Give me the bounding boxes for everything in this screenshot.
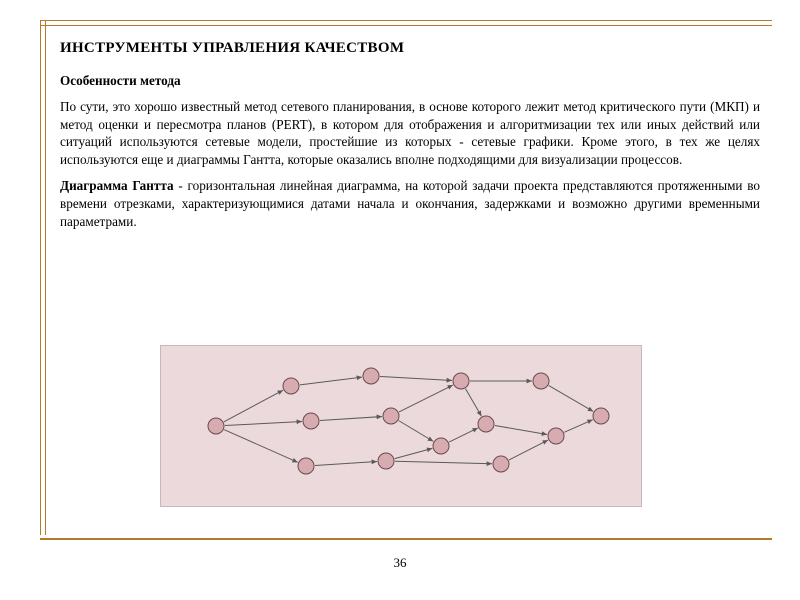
edge (315, 462, 377, 466)
node (433, 438, 449, 454)
edge (549, 386, 593, 412)
edge (224, 390, 283, 422)
body-text: Особенности метода По сути, это хорошо и… (60, 72, 760, 239)
edge (466, 389, 482, 416)
edge (320, 417, 382, 421)
node (363, 368, 379, 384)
paragraph-1: По сути, это хорошо известный метод сете… (60, 98, 760, 169)
node (303, 413, 319, 429)
edge (564, 420, 593, 433)
rule-left (40, 20, 46, 535)
node (298, 458, 314, 474)
page-title: ИНСТРУМЕНТЫ УПРАВЛЕНИЯ КАЧЕСТВОМ (60, 40, 404, 57)
edge (395, 448, 433, 458)
edge (224, 430, 298, 463)
node (493, 456, 509, 472)
edge (449, 428, 478, 442)
subtitle: Особенности метода (60, 72, 760, 90)
node (383, 408, 399, 424)
edge (399, 385, 453, 412)
edge (300, 377, 362, 385)
node (283, 378, 299, 394)
edge (225, 421, 302, 425)
edge (495, 426, 547, 435)
rule-top (40, 20, 772, 26)
network-diagram (160, 345, 642, 507)
paragraph-2: Диаграмма Гантта - горизонтальная линейн… (60, 177, 760, 230)
para2-lead: Диаграмма Гантта (60, 178, 174, 193)
network-svg (161, 346, 641, 506)
edges-group (224, 376, 593, 465)
node (548, 428, 564, 444)
edge (395, 461, 492, 464)
edge (380, 376, 452, 380)
node (533, 373, 549, 389)
page-number: 36 (0, 555, 800, 571)
rule-bottom (40, 538, 772, 540)
edge (509, 440, 548, 460)
node (208, 418, 224, 434)
edge (399, 421, 434, 442)
node (378, 453, 394, 469)
node (453, 373, 469, 389)
nodes-group (208, 368, 609, 474)
node (478, 416, 494, 432)
node (593, 408, 609, 424)
